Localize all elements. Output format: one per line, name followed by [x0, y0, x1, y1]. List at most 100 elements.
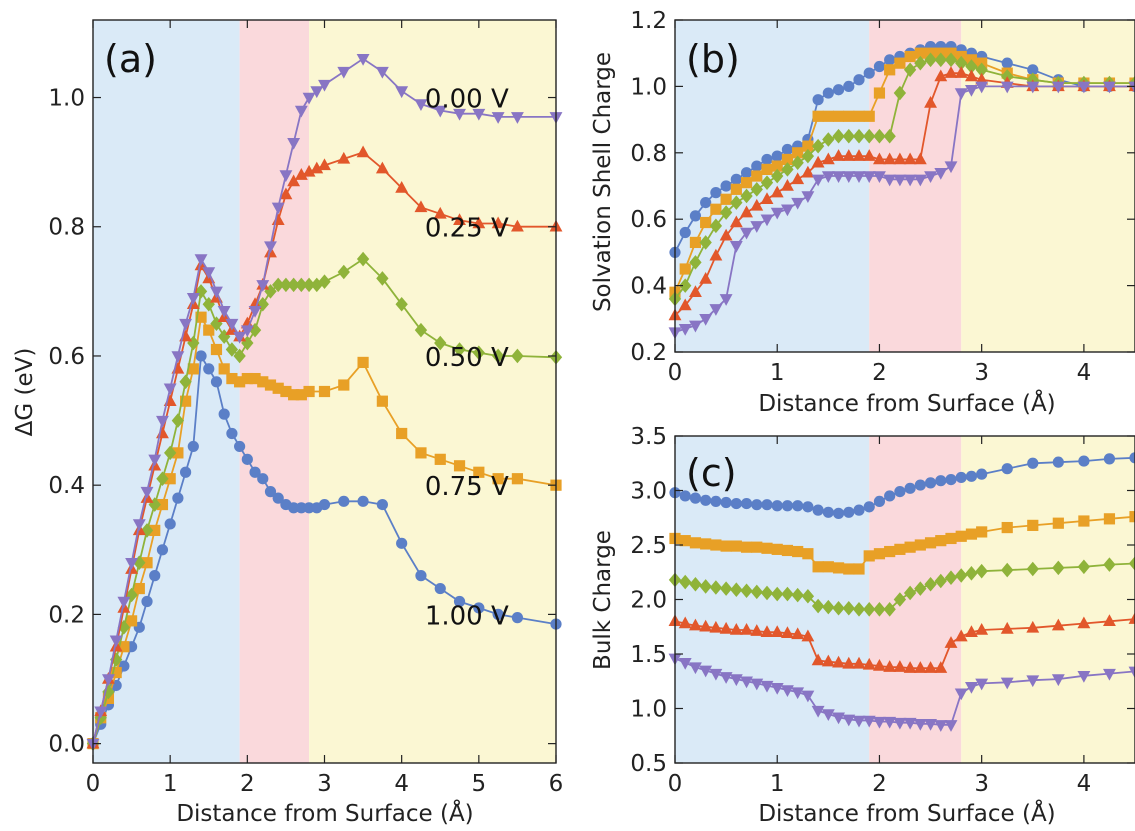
series	[86, 54, 563, 751]
data-point	[172, 492, 184, 504]
data-point	[414, 322, 428, 338]
data-point	[294, 168, 308, 180]
data-point	[842, 600, 855, 616]
data-point	[1027, 457, 1039, 469]
data-point	[700, 216, 712, 229]
panel-a-label: (a)	[104, 37, 157, 81]
data-point	[679, 278, 692, 293]
data-point	[863, 67, 875, 79]
data-point	[934, 720, 948, 732]
data-point	[376, 271, 389, 286]
data-point	[156, 415, 169, 428]
data-point	[944, 636, 958, 648]
data-point	[791, 587, 804, 603]
data-point	[801, 588, 815, 604]
data-point	[720, 180, 732, 192]
data-point	[740, 205, 753, 218]
ticks: 0 1 2 3 4 5 6 0.0 0.2 0.4 0.6 0.8 1.0	[48, 20, 563, 797]
data-point	[740, 583, 753, 599]
data-point	[226, 372, 238, 385]
data-point	[1128, 612, 1135, 624]
data-point	[310, 277, 323, 293]
data-point	[924, 477, 937, 489]
x-tick-label: 2	[872, 771, 887, 797]
plot-area: 0 1 2 3 4 0.2 0.4 0.6 0.8 1.0 1.2	[630, 8, 1135, 386]
plot-area: 0 1 2 3 4 0.5 1.0 1.5 2.0 2.5 3.0 3.5	[630, 424, 1135, 797]
data-point	[802, 140, 814, 152]
data-point	[395, 180, 409, 193]
data-point	[832, 507, 845, 519]
data-point	[904, 50, 916, 63]
data-point	[883, 716, 897, 729]
data-point	[310, 86, 324, 99]
data-point	[1026, 675, 1040, 688]
data-point	[821, 654, 835, 667]
series	[669, 452, 1135, 519]
data-point	[194, 254, 208, 267]
data-point	[101, 674, 115, 687]
data-point	[295, 389, 307, 401]
data-point	[801, 191, 815, 203]
data-point	[338, 379, 350, 391]
y-tick-label: 0.4	[630, 274, 667, 300]
data-point	[720, 540, 732, 552]
panel-c-ylabel: Bulk Charge	[590, 530, 616, 670]
data-point	[730, 582, 743, 597]
data-point	[954, 88, 968, 101]
data-point	[873, 495, 886, 507]
data-point	[217, 305, 231, 318]
data-point	[1027, 519, 1039, 531]
data-point	[678, 616, 692, 629]
y-tick-label: 2.0	[630, 588, 667, 614]
data-point	[1077, 671, 1091, 683]
data-point	[894, 57, 906, 69]
x-tick-label: 1	[163, 771, 178, 797]
data-point	[288, 389, 300, 401]
data-point	[279, 170, 293, 183]
data-point	[149, 524, 161, 537]
data-point	[1103, 81, 1116, 94]
data-point	[710, 187, 722, 199]
data-point	[924, 576, 937, 592]
data-point	[202, 267, 216, 279]
data-point	[873, 128, 886, 144]
y-tick-label: 0.4	[48, 473, 85, 499]
y-tick-label: 0.5	[630, 751, 667, 777]
data-point	[295, 502, 307, 514]
data-point	[280, 385, 292, 398]
data-point	[719, 581, 733, 596]
data-point	[965, 625, 978, 637]
data-point	[924, 661, 937, 673]
panel-b-xlabel: Distance from Surface (Å)	[758, 389, 1055, 417]
data-point	[822, 599, 835, 615]
data-point	[873, 548, 886, 560]
data-point	[257, 473, 269, 485]
data-point	[821, 709, 835, 721]
data-point	[740, 623, 753, 635]
data-point	[1129, 511, 1135, 523]
data-point	[511, 348, 524, 364]
data-point	[720, 193, 732, 205]
data-point	[924, 96, 937, 108]
data-point	[965, 84, 978, 97]
data-point	[883, 152, 897, 165]
data-point	[801, 690, 815, 703]
data-point	[294, 105, 308, 118]
data-point	[862, 715, 876, 728]
series	[87, 311, 562, 750]
data-point	[944, 570, 958, 585]
data-point	[822, 87, 834, 99]
data-point	[822, 110, 834, 122]
data-point	[852, 656, 866, 669]
data-point	[934, 573, 947, 589]
panel-b-label: (b)	[686, 37, 740, 81]
data-point	[894, 485, 906, 498]
data-point	[751, 160, 763, 172]
data-point	[1128, 666, 1135, 679]
data-point	[975, 72, 989, 85]
data-point	[256, 296, 269, 312]
data-point	[395, 86, 409, 99]
data-point	[679, 574, 692, 590]
data-point	[730, 183, 742, 195]
data-point	[473, 602, 485, 614]
